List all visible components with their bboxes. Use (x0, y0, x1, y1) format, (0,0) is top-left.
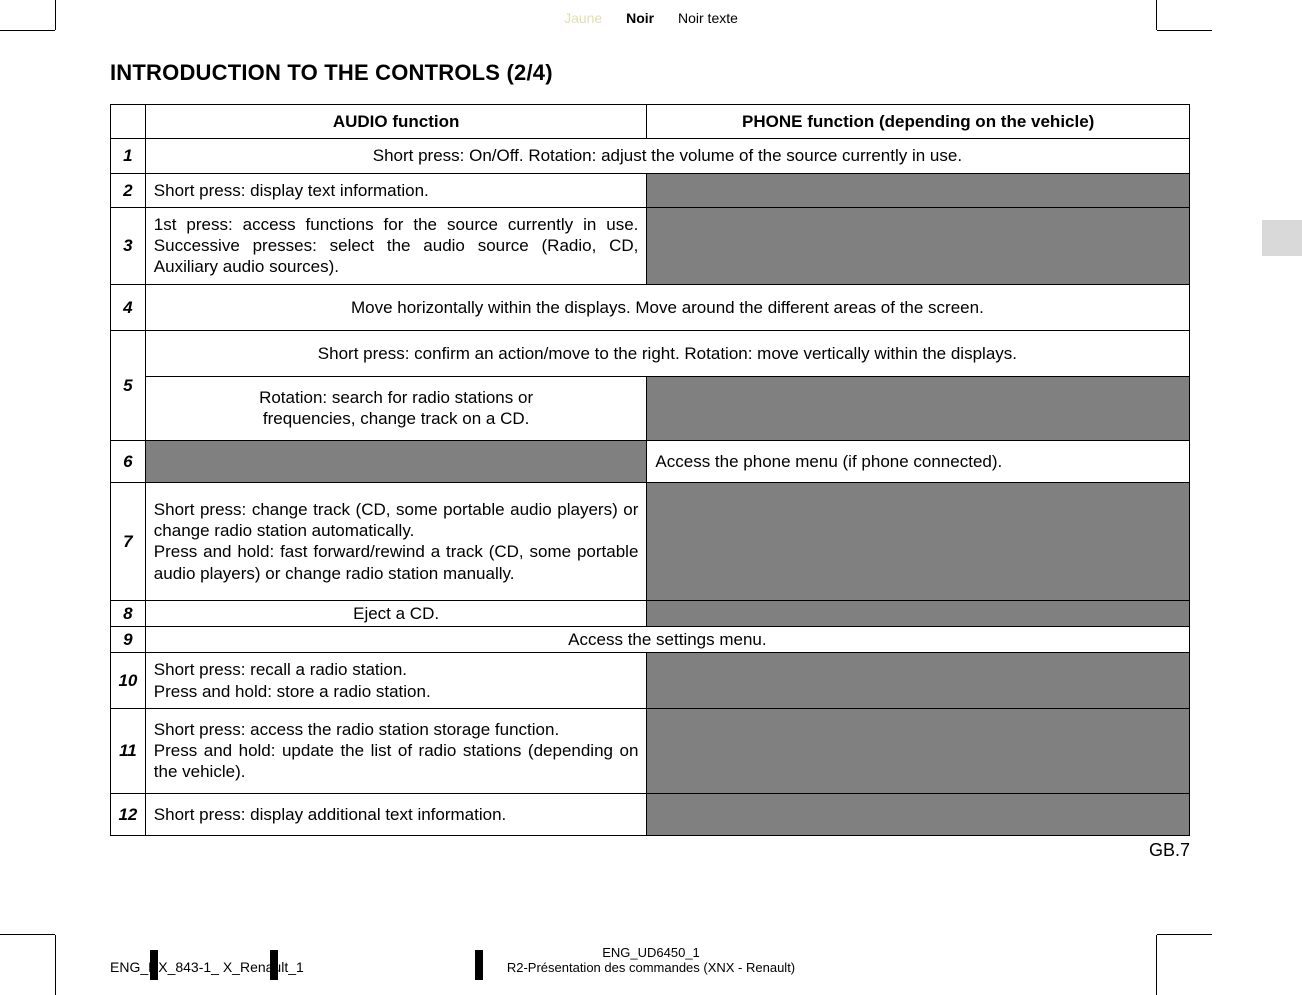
rownum-8: 8 (111, 600, 146, 626)
table-row: 2 Short press: display text information. (111, 173, 1190, 207)
controls-table: AUDIO function PHONE function (depending… (110, 104, 1190, 836)
color-jaune: Jaune (564, 10, 602, 26)
table-header-row: AUDIO function PHONE function (depending… (111, 105, 1190, 139)
footer-center: ENG_UD6450_1 R2-Présentation des command… (0, 945, 1302, 975)
row9-span: Access the settings menu. (145, 627, 1189, 653)
table-row: 11 Short press: access the radio station… (111, 708, 1190, 793)
row10-phone-shaded (647, 653, 1190, 709)
crop-mark-br-h (1157, 934, 1212, 935)
color-noir: Noir (626, 10, 654, 26)
row6-audio-shaded (145, 440, 647, 482)
footer-center-top: ENG_UD6450_1 (0, 945, 1302, 960)
row3-audio: 1st press: access functions for the sour… (145, 207, 647, 284)
row8-phone-shaded (647, 600, 1190, 626)
rownum-11: 11 (111, 708, 146, 793)
table-row: 1 Short press: On/Off. Rotation: adjust … (111, 139, 1190, 173)
crop-mark-bl-h (0, 934, 55, 935)
table-row: 4 Move horizontally within the displays.… (111, 284, 1190, 330)
row5a-span: Short press: confirm an action/move to t… (145, 330, 1189, 376)
rownum-7: 7 (111, 482, 146, 600)
table-row: 10 Short press: recall a radio station. … (111, 653, 1190, 709)
table-row: 8 Eject a CD. (111, 600, 1190, 626)
row6-phone: Access the phone menu (if phone connecte… (647, 440, 1190, 482)
page-number: GB.7 (1149, 840, 1190, 861)
rownum-10: 10 (111, 653, 146, 709)
page-title: INTRODUCTION TO THE CONTROLS (2/4) (110, 60, 1190, 86)
rownum-1: 1 (111, 139, 146, 173)
crop-mark-tl-h (0, 30, 55, 31)
crop-mark-tr-h (1157, 30, 1212, 31)
row12-audio: Short press: display additional text inf… (145, 793, 647, 835)
table-row: 5 Short press: confirm an action/move to… (111, 330, 1190, 376)
table-row: Rotation: search for radio stations or f… (111, 377, 1190, 441)
color-bar: Jaune Noir Noir texte (0, 10, 1302, 26)
row7-phone-shaded (647, 482, 1190, 600)
page-content: INTRODUCTION TO THE CONTROLS (2/4) AUDIO… (110, 60, 1190, 836)
side-tab (1262, 220, 1302, 256)
row2-audio: Short press: display text information. (145, 173, 647, 207)
rownum-5: 5 (111, 330, 146, 440)
row8-audio: Eject a CD. (145, 600, 647, 626)
rownum-6: 6 (111, 440, 146, 482)
table-row: 6 Access the phone menu (if phone connec… (111, 440, 1190, 482)
rownum-3: 3 (111, 207, 146, 284)
table-row: 9 Access the settings menu. (111, 627, 1190, 653)
row12-phone-shaded (647, 793, 1190, 835)
row7-audio: Short press: change track (CD, some port… (145, 482, 647, 600)
rownum-9: 9 (111, 627, 146, 653)
rownum-2: 2 (111, 173, 146, 207)
row2-phone-shaded (647, 173, 1190, 207)
row3-phone-shaded (647, 207, 1190, 284)
row5b-audio: Rotation: search for radio stations or f… (145, 377, 647, 441)
footer-center-bottom: R2-Présentation des commandes (XNX - Ren… (0, 960, 1302, 975)
row11-phone-shaded (647, 708, 1190, 793)
row10-audio: Short press: recall a radio station. Pre… (145, 653, 647, 709)
header-blank (111, 105, 146, 139)
row5b-phone-shaded (647, 377, 1190, 441)
header-phone: PHONE function (depending on the vehicle… (647, 105, 1190, 139)
row4-span: Move horizontally within the displays. M… (145, 284, 1189, 330)
rownum-12: 12 (111, 793, 146, 835)
row11-audio: Short press: access the radio station st… (145, 708, 647, 793)
table-row: 7 Short press: change track (CD, some po… (111, 482, 1190, 600)
rownum-4: 4 (111, 284, 146, 330)
row1-span: Short press: On/Off. Rotation: adjust th… (145, 139, 1189, 173)
table-row: 3 1st press: access functions for the so… (111, 207, 1190, 284)
color-noir-texte: Noir texte (678, 10, 738, 26)
header-audio: AUDIO function (145, 105, 647, 139)
table-row: 12 Short press: display additional text … (111, 793, 1190, 835)
